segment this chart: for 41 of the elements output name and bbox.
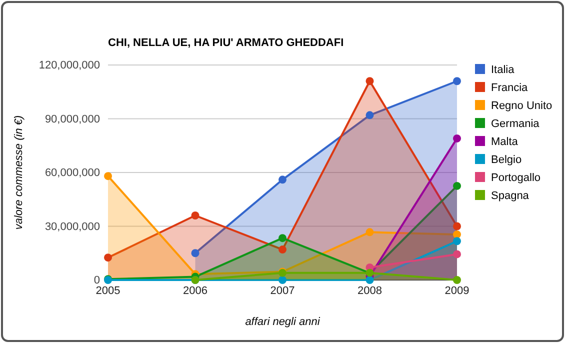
point <box>104 172 112 180</box>
point <box>278 276 286 284</box>
legend-label: Italia <box>491 64 516 76</box>
legend-label: Germania <box>491 118 540 130</box>
point <box>453 182 461 190</box>
legend-label: Malta <box>491 136 519 148</box>
point <box>191 249 200 258</box>
legend-label: Belgio <box>491 154 522 166</box>
x-tick-label: 2007 <box>270 284 295 297</box>
legend-label: Regno Unito <box>491 100 552 112</box>
point <box>278 246 286 254</box>
x-tick-label: 2005 <box>96 284 120 297</box>
point <box>191 212 200 220</box>
chart-title: CHI, NELLA UE, HA PIU' ARMATO GHEDDAFI <box>108 37 344 49</box>
point <box>453 134 461 142</box>
x-axis-title: affari negli anni <box>245 316 320 328</box>
y-tick-label: 30,000,000 <box>44 220 100 233</box>
point <box>278 176 286 184</box>
y-tick-label: 0 <box>94 274 100 287</box>
point <box>453 237 461 246</box>
x-tick-label: 2006 <box>183 284 208 297</box>
point <box>366 228 374 236</box>
point <box>278 234 286 242</box>
point <box>366 276 374 284</box>
y-tick-label: 120,000,000 <box>38 60 100 72</box>
legend-label: Portogallo <box>491 172 541 184</box>
legend-label: Spagna <box>491 190 530 202</box>
y-tick-label: 90,000,000 <box>44 113 100 126</box>
point <box>453 276 461 284</box>
point <box>366 77 374 86</box>
legend-label: Francia <box>491 82 529 94</box>
point <box>104 254 112 262</box>
y-axis-title: valore commesse (in €) <box>13 115 25 230</box>
point <box>453 222 461 230</box>
point <box>366 111 374 120</box>
point <box>453 230 461 238</box>
y-tick-label: 60,000,000 <box>44 167 100 180</box>
x-tick-label: 2009 <box>444 284 470 297</box>
point <box>453 250 461 258</box>
point <box>453 77 461 86</box>
x-tick-label: 2008 <box>358 284 382 297</box>
